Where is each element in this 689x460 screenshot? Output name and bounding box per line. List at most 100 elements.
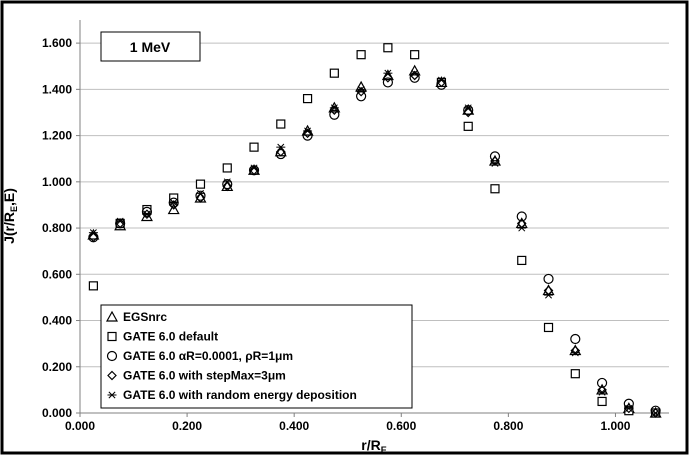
x-tick-label: 1.000 [600, 419, 630, 433]
y-axis-title: J(r/RE,E) [1, 188, 19, 244]
x-axis-title-main: r/R [361, 437, 380, 453]
legend: EGSnrc GATE 6.0 default GATE 6.0 αR=0.0001… [100, 304, 413, 409]
x-tick-label: 0.400 [279, 419, 309, 433]
x-tick-label: 0.000 [65, 419, 95, 433]
annotation-label: 1 MeV [130, 39, 171, 55]
legend-label: GATE 6.0 default [123, 330, 218, 344]
x-axis-title: r/RE [361, 437, 386, 455]
data-point-square [490, 184, 500, 194]
data-point-asterisk [410, 69, 420, 77]
data-point-asterisk [651, 409, 661, 417]
data-marks [87, 43, 662, 418]
annotation-frame [100, 31, 201, 62]
data-point-asterisk [624, 404, 634, 412]
y-tick-label: 1.000 [42, 175, 72, 189]
data-point-circle [463, 105, 474, 116]
legend-marker-square [107, 331, 117, 342]
data-point-circle [516, 211, 527, 222]
data-point-circle [356, 91, 367, 102]
data-point-asterisk [490, 159, 500, 167]
data-point-asterisk [597, 388, 607, 396]
data-point-diamond [409, 70, 420, 81]
y-tick-label: 0.000 [42, 406, 72, 420]
y-axis-title-tail: ,E) [1, 188, 17, 206]
data-point-square [302, 93, 313, 104]
data-point-square [195, 179, 206, 189]
data-point-circle [543, 273, 554, 285]
y-tick-label: 0.400 [42, 314, 72, 328]
data-point-diamond [329, 105, 340, 116]
data-point-circle [195, 190, 206, 201]
data-point-asterisk [544, 291, 554, 299]
legend-marker-asterisk [107, 391, 117, 399]
data-point-square [543, 322, 554, 333]
data-point-asterisk [276, 143, 286, 151]
data-point-diamond [168, 200, 179, 210]
legend-marker-triangle [105, 310, 119, 322]
y-axis-title-main: J(r/R [1, 212, 17, 244]
y-tick-label: 1.200 [42, 129, 72, 143]
data-point-circle [382, 77, 393, 88]
data-point-diamond [142, 209, 152, 220]
data-point-diamond [249, 165, 259, 176]
legend-marker-diamond [107, 370, 117, 381]
data-point-asterisk [570, 349, 580, 357]
data-point-square [597, 396, 607, 407]
data-point-asterisk [142, 210, 152, 218]
data-point-diamond [623, 403, 634, 414]
data-point-asterisk [115, 217, 125, 225]
data-point-square [222, 163, 232, 173]
series-square [88, 43, 661, 418]
data-point-diamond [490, 156, 500, 166]
data-point-square [356, 50, 366, 60]
data-point-asterisk [169, 199, 179, 207]
data-point-asterisk [222, 178, 232, 186]
data-point-circle [489, 151, 501, 162]
data-point-triangle [167, 203, 180, 215]
data-point-square [517, 255, 527, 266]
legend-label: GATE 6.0 with random energy deposition [123, 388, 357, 402]
data-point-diamond [302, 128, 313, 139]
data-point-square [570, 369, 580, 379]
legend-label: EGSnrc [123, 310, 167, 324]
data-point-square [624, 406, 634, 416]
data-point-circle [141, 206, 153, 217]
data-point-square [249, 142, 259, 152]
data-point-square [88, 281, 98, 291]
data-point-asterisk [88, 229, 98, 237]
data-point-circle [570, 333, 581, 345]
data-point-square [276, 119, 286, 129]
data-point-square [410, 50, 420, 60]
data-point-square [383, 43, 393, 53]
y-tick-label: 0.200 [42, 360, 72, 374]
legend-frame [100, 304, 413, 409]
x-tick-label: 0.600 [386, 419, 416, 433]
legend-label: GATE 6.0 with stepMax=3μm [123, 369, 286, 383]
data-point-circle [329, 109, 340, 120]
data-point-diamond [597, 385, 607, 395]
data-point-asterisk [329, 104, 339, 112]
ticks: 0.000 0.200 0.400 0.600 0.800 1.000 1.200 1.400… [42, 36, 631, 433]
y-axis-title-sub: E [9, 206, 19, 212]
x-axis-title-sub: E [381, 445, 387, 455]
y-tick-label: 1.600 [42, 36, 72, 50]
legend-items: EGSnrc GATE 6.0 default GATE 6.0 αR=0.0001… [105, 310, 357, 402]
series-asterisk [88, 69, 661, 417]
data-point-asterisk [463, 104, 473, 112]
data-point-diamond [436, 77, 447, 88]
data-point-diamond [356, 86, 366, 97]
annotation-box: 1 MeV [100, 31, 201, 62]
data-point-asterisk [303, 127, 313, 135]
data-point-diamond [650, 408, 661, 418]
data-point-circle [650, 405, 661, 416]
legend-label: GATE 6.0 αR=0.0001, ρR=1μm [123, 349, 293, 363]
data-point-asterisk [249, 164, 259, 172]
x-tick-label: 0.800 [493, 419, 523, 433]
data-point-circle [596, 377, 608, 389]
data-point-square [329, 68, 339, 78]
y-tick-label: 0.800 [42, 221, 72, 235]
data-point-asterisk [356, 85, 366, 93]
x-tick-label: 0.200 [172, 419, 202, 433]
y-tick-label: 0.600 [42, 267, 72, 281]
